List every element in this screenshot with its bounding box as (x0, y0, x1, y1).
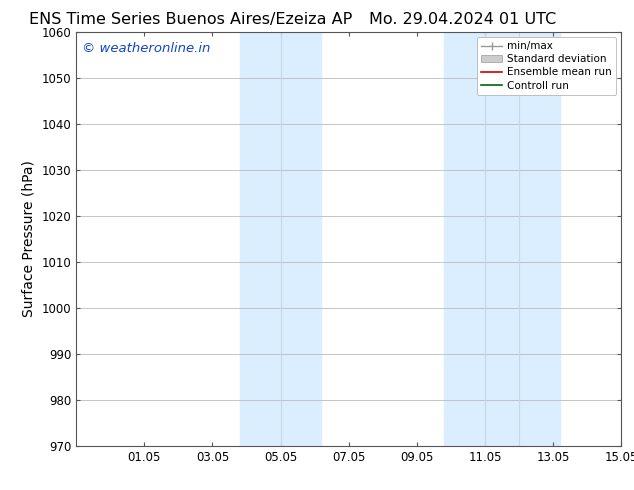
Bar (240, 32, 321, 446)
Y-axis label: Surface Pressure (hPa): Surface Pressure (hPa) (22, 160, 36, 318)
Text: © weatheronline.in: © weatheronline.in (82, 42, 210, 55)
Bar (444, 32, 560, 446)
Text: ENS Time Series Buenos Aires/Ezeiza AP: ENS Time Series Buenos Aires/Ezeiza AP (29, 12, 352, 27)
Legend: min/max, Standard deviation, Ensemble mean run, Controll run: min/max, Standard deviation, Ensemble me… (477, 37, 616, 95)
Text: Mo. 29.04.2024 01 UTC: Mo. 29.04.2024 01 UTC (369, 12, 557, 27)
